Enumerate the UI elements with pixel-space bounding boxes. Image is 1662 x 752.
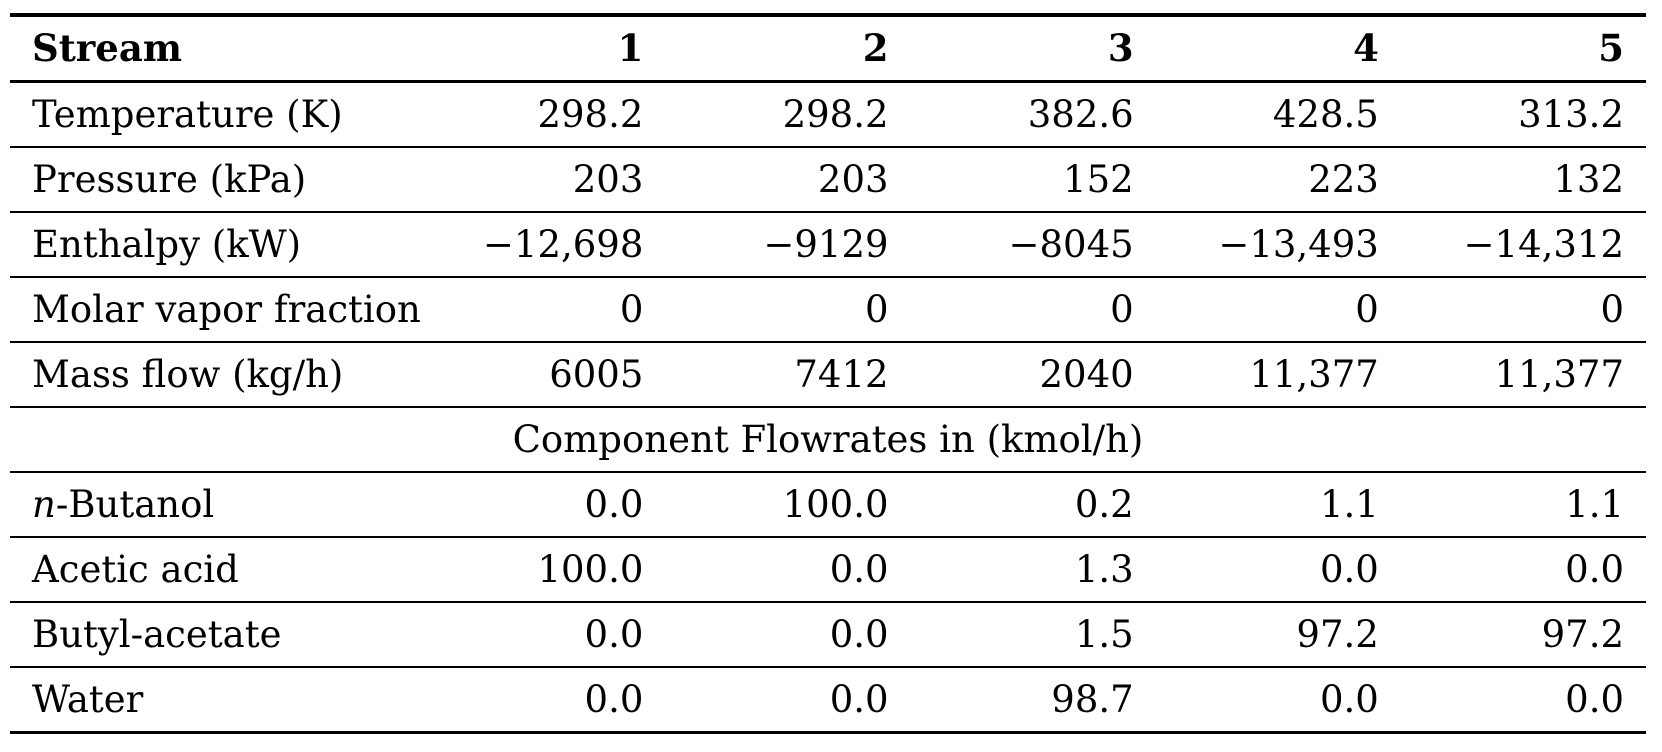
row-label-water: Water xyxy=(10,667,421,734)
row-label-n-butanol: n-Butanol xyxy=(10,472,421,538)
acetic-acid-stream-5: 0.0 xyxy=(1400,537,1646,603)
molar-vapor-fraction-stream-2: 0 xyxy=(665,277,911,343)
water-stream-2: 0.0 xyxy=(665,667,911,734)
table-section-header-row: Component Flowrates in (kmol/h) xyxy=(10,407,1646,473)
column-header-stream-2: 2 xyxy=(665,15,911,83)
temperature-stream-5: 313.2 xyxy=(1400,81,1646,148)
enthalpy-stream-1: −12,698 xyxy=(420,212,666,278)
row-label-acetic-acid: Acetic acid xyxy=(10,537,421,603)
molar-vapor-fraction-stream-3: 0 xyxy=(910,277,1156,343)
table-row-enthalpy: Enthalpy (kW) −12,698 −9129 −8045 −13,49… xyxy=(10,212,1646,278)
column-header-stream-4: 4 xyxy=(1155,15,1401,83)
acetic-acid-stream-2: 0.0 xyxy=(665,537,911,603)
pressure-stream-3: 152 xyxy=(910,147,1156,213)
butyl-acetate-stream-2: 0.0 xyxy=(665,602,911,668)
butyl-acetate-stream-1: 0.0 xyxy=(420,602,666,668)
pressure-stream-5: 132 xyxy=(1400,147,1646,213)
pressure-stream-4: 223 xyxy=(1155,147,1401,213)
mass-flow-stream-1: 6005 xyxy=(420,342,666,408)
table-row-water: Water 0.0 0.0 98.7 0.0 0.0 xyxy=(10,667,1646,734)
enthalpy-stream-5: −14,312 xyxy=(1400,212,1646,278)
table-row-pressure: Pressure (kPa) 203 203 152 223 132 xyxy=(10,147,1646,213)
temperature-stream-2: 298.2 xyxy=(665,81,911,148)
column-header-stream: Stream xyxy=(10,15,421,83)
stream-property-table: Stream 1 2 3 4 5 Temperature (K) 298.2 2… xyxy=(10,13,1646,734)
column-header-stream-3: 3 xyxy=(910,15,1156,83)
column-header-stream-5: 5 xyxy=(1400,15,1646,83)
water-stream-3: 98.7 xyxy=(910,667,1156,734)
n-butanol-label-rest: -Butanol xyxy=(55,483,215,526)
row-label-butyl-acetate: Butyl-acetate xyxy=(10,602,421,668)
n-butanol-stream-3: 0.2 xyxy=(910,472,1156,538)
table-row-butyl-acetate: Butyl-acetate 0.0 0.0 1.5 97.2 97.2 xyxy=(10,602,1646,668)
pressure-stream-2: 203 xyxy=(665,147,911,213)
water-stream-5: 0.0 xyxy=(1400,667,1646,734)
acetic-acid-stream-1: 100.0 xyxy=(420,537,666,603)
enthalpy-stream-2: −9129 xyxy=(665,212,911,278)
row-label-mass-flow: Mass flow (kg/h) xyxy=(10,342,421,408)
row-label-pressure: Pressure (kPa) xyxy=(10,147,421,213)
temperature-stream-1: 298.2 xyxy=(420,81,666,148)
butyl-acetate-stream-4: 97.2 xyxy=(1155,602,1401,668)
butyl-acetate-stream-3: 1.5 xyxy=(910,602,1156,668)
table-row-acetic-acid: Acetic acid 100.0 0.0 1.3 0.0 0.0 xyxy=(10,537,1646,603)
table-row-n-butanol: n-Butanol 0.0 100.0 0.2 1.1 1.1 xyxy=(10,472,1646,538)
n-butanol-stream-4: 1.1 xyxy=(1155,472,1401,538)
row-label-molar-vapor-fraction: Molar vapor fraction xyxy=(10,277,421,343)
section-header-component-flowrates: Component Flowrates in (kmol/h) xyxy=(10,407,1646,473)
pressure-stream-1: 203 xyxy=(420,147,666,213)
mass-flow-stream-5: 11,377 xyxy=(1400,342,1646,408)
temperature-stream-3: 382.6 xyxy=(910,81,1156,148)
enthalpy-stream-3: −8045 xyxy=(910,212,1156,278)
molar-vapor-fraction-stream-1: 0 xyxy=(420,277,666,343)
row-label-enthalpy: Enthalpy (kW) xyxy=(10,212,421,278)
table-header-row: Stream 1 2 3 4 5 xyxy=(10,15,1646,83)
n-butanol-stream-5: 1.1 xyxy=(1400,472,1646,538)
column-header-stream-1: 1 xyxy=(420,15,666,83)
table-row-mass-flow: Mass flow (kg/h) 6005 7412 2040 11,377 1… xyxy=(10,342,1646,408)
enthalpy-stream-4: −13,493 xyxy=(1155,212,1401,278)
water-stream-4: 0.0 xyxy=(1155,667,1401,734)
n-butanol-stream-2: 100.0 xyxy=(665,472,911,538)
mass-flow-stream-2: 7412 xyxy=(665,342,911,408)
n-butanol-stream-1: 0.0 xyxy=(420,472,666,538)
mass-flow-stream-4: 11,377 xyxy=(1155,342,1401,408)
acetic-acid-stream-3: 1.3 xyxy=(910,537,1156,603)
water-stream-1: 0.0 xyxy=(420,667,666,734)
table-row-molar-vapor-fraction: Molar vapor fraction 0 0 0 0 0 xyxy=(10,277,1646,343)
butyl-acetate-stream-5: 97.2 xyxy=(1400,602,1646,668)
acetic-acid-stream-4: 0.0 xyxy=(1155,537,1401,603)
molar-vapor-fraction-stream-5: 0 xyxy=(1400,277,1646,343)
molar-vapor-fraction-stream-4: 0 xyxy=(1155,277,1401,343)
mass-flow-stream-3: 2040 xyxy=(910,342,1156,408)
table-row-temperature: Temperature (K) 298.2 298.2 382.6 428.5 … xyxy=(10,81,1646,148)
n-butanol-italic-prefix: n xyxy=(32,483,56,526)
temperature-stream-4: 428.5 xyxy=(1155,81,1401,148)
row-label-temperature: Temperature (K) xyxy=(10,81,421,148)
